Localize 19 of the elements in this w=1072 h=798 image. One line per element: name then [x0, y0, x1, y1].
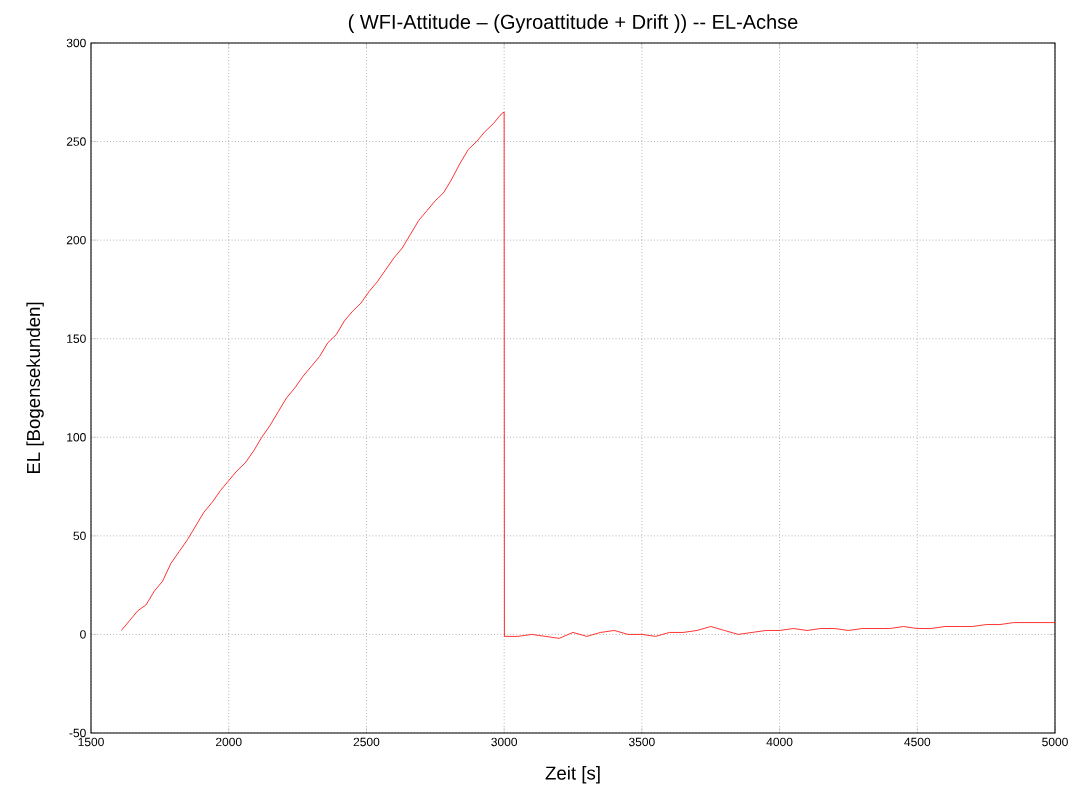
y-tick-label: 200	[66, 235, 86, 245]
x-tick-label: 3500	[628, 737, 655, 747]
x-axis-title: Zeit [s]	[545, 766, 600, 784]
y-axis-title: EL [Bogensekunden]	[26, 302, 44, 474]
y-tick-label: 50	[73, 531, 86, 541]
y-tick-label: 300	[66, 38, 86, 48]
x-tick-label: 4500	[904, 737, 931, 747]
y-tick-label: 250	[66, 137, 86, 146]
chart-title: ( WFI-Attitude – (Gyroattitude + Drift )) -- EL-Achse	[348, 14, 798, 33]
x-tick-label: 1500	[78, 737, 104, 747]
x-tick-label: 4000	[766, 737, 793, 747]
x-tick-label: 5000	[1042, 737, 1068, 747]
y-tick-label: 150	[67, 334, 86, 343]
y-tick-label: 100	[67, 433, 86, 442]
x-tick-label: 2500	[353, 737, 380, 747]
x-tick-label: 3000	[491, 737, 518, 747]
x-tick-label: 2000	[215, 737, 242, 747]
y-tick-label: -50	[69, 728, 86, 738]
y-tick-label: 0	[80, 630, 86, 639]
